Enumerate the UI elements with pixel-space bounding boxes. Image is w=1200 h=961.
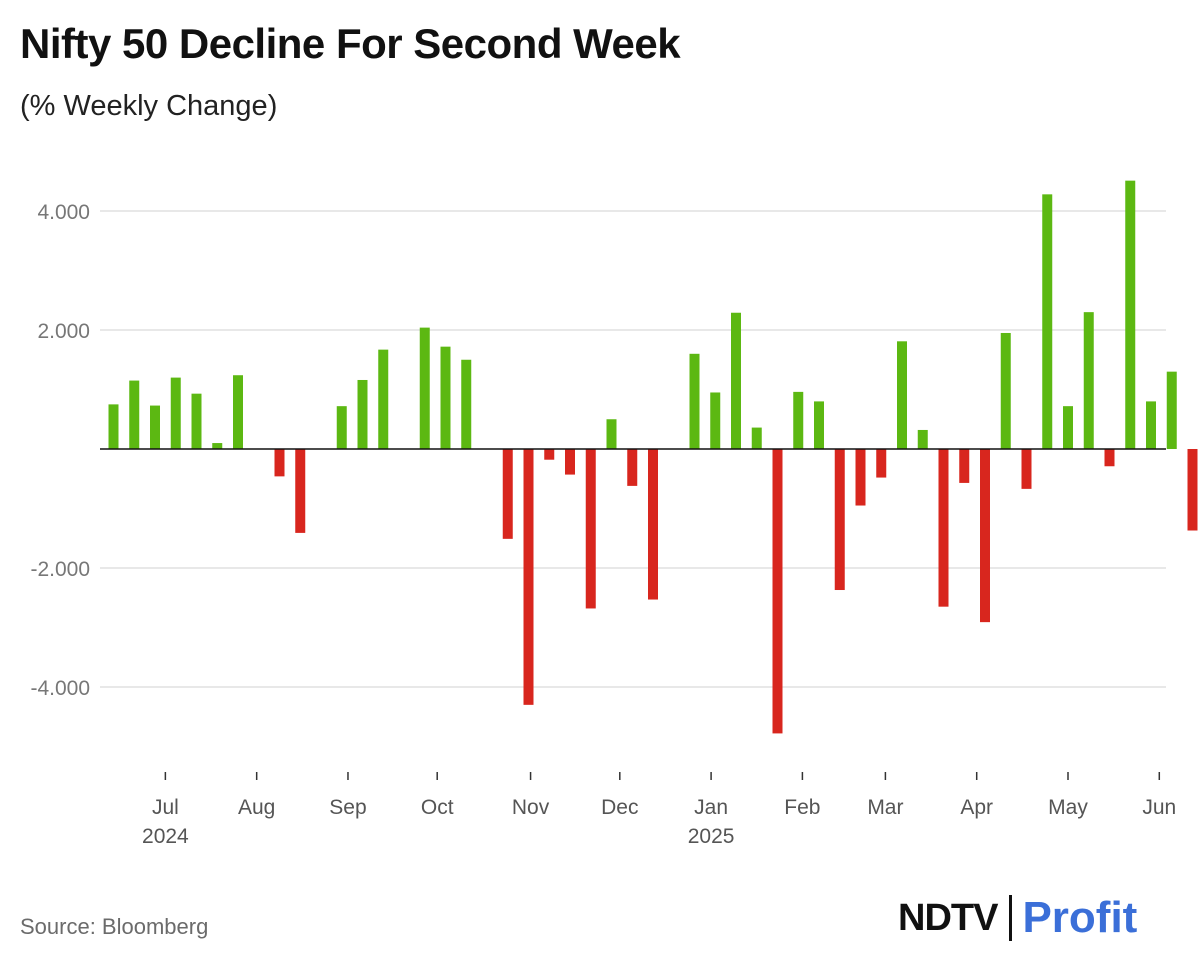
- bar: [108, 404, 119, 449]
- bar: [419, 327, 430, 449]
- bar: [1042, 194, 1053, 449]
- bar: [461, 359, 472, 449]
- bar: [710, 392, 721, 449]
- bar: [834, 449, 845, 591]
- bar: [212, 443, 223, 449]
- bar-chart: 4.000 2.000 -2.000 -4.000 Jul 2024 Aug Sep Oct No…: [30, 180, 1198, 848]
- bar: [233, 375, 243, 449]
- bar: [606, 419, 617, 449]
- bar: [357, 379, 368, 449]
- x-tick-label: Jun: [1142, 796, 1176, 819]
- bar: [814, 401, 824, 449]
- bar: [191, 393, 202, 449]
- bar: [938, 449, 949, 607]
- logo-separator: [1009, 895, 1013, 941]
- logo-ndtv-text: NDTV: [898, 896, 998, 939]
- bar: [565, 449, 575, 475]
- bar: [129, 380, 140, 449]
- chart-subtitle: (% Weekly Change): [20, 90, 278, 122]
- bar: [502, 449, 513, 539]
- bar: [855, 449, 866, 506]
- bar: [917, 429, 928, 449]
- bar: [585, 449, 596, 609]
- bar: [689, 353, 700, 449]
- x-tick-label: Feb: [784, 796, 820, 819]
- x-tick-label: Apr: [960, 796, 993, 819]
- x-tick-label: Oct: [421, 796, 454, 819]
- y-tick-label: -2.000: [30, 558, 90, 581]
- x-tick-label: Jul: [152, 796, 179, 819]
- bar: [1104, 449, 1115, 467]
- bar: [627, 449, 638, 486]
- bar: [731, 312, 741, 449]
- bar: [274, 449, 285, 477]
- x-tick-label: Sep: [329, 796, 366, 819]
- chart-title: Nifty 50 Decline For Second Week: [20, 20, 681, 67]
- y-tick-label: 2.000: [37, 320, 90, 343]
- bar: [523, 449, 534, 705]
- bar: [793, 391, 804, 449]
- bar: [1146, 401, 1156, 449]
- bar: [378, 349, 389, 449]
- x-tick-label: Jan: [694, 796, 728, 819]
- y-tick-label: -4.000: [30, 677, 90, 700]
- bar: [772, 449, 783, 734]
- bar: [295, 449, 306, 533]
- bar: [336, 406, 347, 449]
- source-note: Source: Bloomberg: [20, 914, 209, 939]
- bar: [1166, 371, 1177, 449]
- bar: [1187, 449, 1198, 531]
- bar: [648, 449, 658, 600]
- x-tick-year-label: 2024: [142, 825, 189, 848]
- logo-profit-text: Profit: [1022, 893, 1138, 942]
- x-tick-label: Nov: [512, 796, 550, 819]
- y-tick-label: 4.000: [37, 201, 90, 224]
- x-tick-label: Mar: [867, 796, 903, 819]
- ndtv-profit-logo: NDTV Profit: [898, 892, 1137, 944]
- bar: [440, 346, 451, 449]
- x-tick-label: Dec: [601, 796, 638, 819]
- bar: [959, 449, 970, 483]
- bar: [1000, 332, 1011, 449]
- bar: [876, 449, 887, 478]
- x-tick-label: Aug: [238, 796, 275, 819]
- x-tick-year-label: 2025: [688, 825, 735, 848]
- bar: [751, 427, 762, 449]
- bar: [1021, 449, 1032, 489]
- bar: [980, 449, 990, 623]
- bar: [544, 449, 555, 460]
- bar: [1083, 312, 1094, 449]
- bar: [1063, 406, 1073, 449]
- x-tick-label: May: [1048, 796, 1088, 819]
- bar: [1125, 180, 1136, 449]
- bar: [170, 377, 181, 449]
- bar: [897, 341, 907, 449]
- bar: [150, 405, 160, 449]
